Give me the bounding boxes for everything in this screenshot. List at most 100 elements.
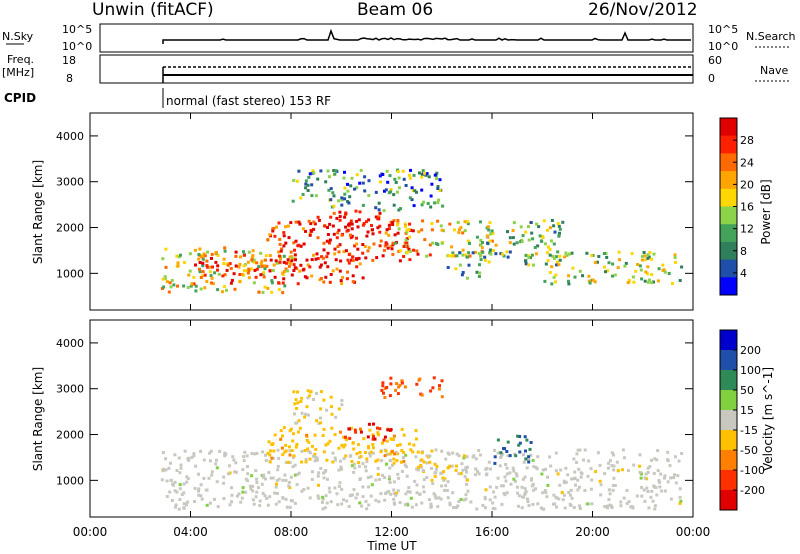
heatmap-cell [340,196,344,200]
heatmap-cell [413,479,417,483]
heatmap-cell [185,480,189,484]
heatmap-cell [558,254,562,258]
heatmap-cell [241,490,245,494]
heatmap-cell [478,271,482,275]
heatmap-cell [185,475,189,479]
heatmap-cell [392,219,396,223]
heatmap-cell [625,489,629,492]
heatmap-cell [432,492,436,496]
heatmap-cell [306,486,310,490]
heatmap-cell [517,443,521,447]
heatmap-cell [658,480,662,484]
heatmap-cell [552,493,556,497]
heatmap-cell [263,494,267,498]
heatmap-cell [484,488,488,492]
heatmap-cell [238,280,242,284]
heatmap-cell [192,275,196,279]
heatmap-cell [479,254,483,258]
heatmap-cell [607,488,611,492]
heatmap-cell [205,488,209,492]
heatmap-cell [401,169,405,173]
heatmap-cell [262,271,266,275]
heatmap-cell [385,169,389,173]
heatmap-cell [308,451,312,455]
heatmap-cell [326,226,329,229]
heatmap-cell [590,254,594,258]
heatmap-cell [359,427,362,431]
heatmap-cell [376,466,380,470]
heatmap-cell [326,169,330,173]
heatmap-cell [333,456,337,460]
heatmap-cell [329,273,333,276]
heatmap-cell [165,495,169,498]
heatmap-cell [557,224,561,228]
heatmap-cell [274,502,278,506]
heatmap-cell [611,274,614,278]
heatmap-cell [402,255,406,258]
heatmap-cell [533,246,537,249]
heatmap-cell [442,470,446,474]
heatmap-cell [200,254,204,258]
heatmap-cell [582,458,585,462]
heatmap-cell [608,503,612,507]
heatmap-cell [612,464,616,468]
heatmap-cell [338,481,342,485]
heatmap-cell [376,431,380,435]
heatmap-cell [277,287,281,291]
heatmap-cell [316,474,320,478]
heatmap-cell [210,256,213,260]
heatmap-cell [641,258,644,262]
heatmap-cell [415,483,419,487]
heatmap-cell [546,259,550,263]
heatmap-cell [307,413,310,417]
heatmap-cell [353,466,357,470]
heatmap-cell [465,255,469,259]
heatmap-cell [365,460,369,464]
heatmap-cell [464,253,468,257]
heatmap-cell [374,190,378,194]
heatmap-cell [572,506,576,509]
heatmap-cell [169,478,173,482]
heatmap-cell [554,495,558,499]
heatmap-cell [376,458,380,462]
heatmap-cell [389,437,393,441]
heatmap-cell [505,250,509,254]
heatmap-cell [524,230,528,234]
heatmap-cell [365,220,368,224]
heatmap-cell [175,254,179,258]
heatmap-cell [164,468,168,472]
heatmap-cell [390,449,394,453]
heatmap-cell [410,505,414,509]
heatmap-cell [339,459,342,463]
heatmap-cell [644,270,648,274]
heatmap-cell [526,497,529,501]
heatmap-cell [642,251,646,254]
heatmap-cell [293,253,297,257]
heatmap-cell [194,263,197,267]
heatmap-cell [210,473,214,477]
heatmap-cell [233,287,237,291]
heatmap-cell [384,188,388,192]
heatmap-cell [234,254,238,258]
heatmap-cell [677,459,681,463]
heatmap-cell [396,472,400,476]
heatmap-cell [300,449,304,453]
heatmap-cell [261,491,265,495]
heatmap-cell [295,443,299,446]
heatmap-cell [493,455,497,459]
heatmap-cell [250,255,254,259]
heatmap-cell [441,204,445,208]
heatmap-cell [398,383,402,387]
heatmap-cell [255,490,259,494]
heatmap-cell [260,264,264,268]
heatmap-cell [583,448,587,452]
heatmap-cell [479,220,482,224]
heatmap-cell [246,271,250,275]
heatmap-cell [435,177,439,181]
heatmap-cell [319,169,323,173]
heatmap-cell [292,269,296,272]
heatmap-cell [344,454,348,458]
heatmap-cell [331,451,335,455]
heatmap-cell [306,447,309,451]
heatmap-cell [286,258,290,262]
